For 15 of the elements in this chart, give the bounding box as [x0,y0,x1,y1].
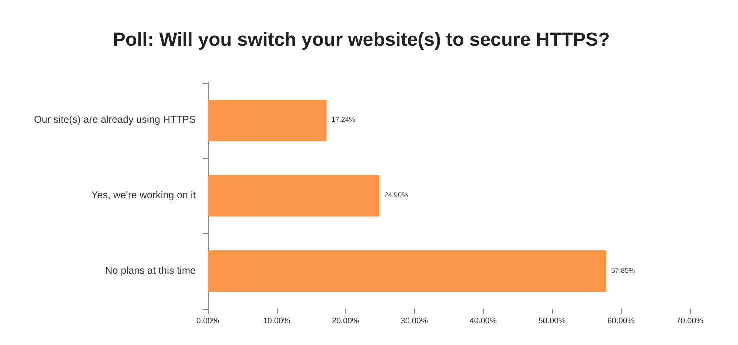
x-tick-label: 30.00% [401,316,428,326]
x-tick-label: 50.00% [538,316,566,326]
x-tick-label: 40.00% [470,316,497,326]
y-tick-label: No plans at this time [105,266,196,277]
bar [208,175,380,217]
y-tick-label: Yes, we're working on it [92,190,196,202]
y-tick-label: Our site(s) are already using HTTPS [34,115,196,126]
chart-title: Poll: Will you switch your website(s) to secure HTTPS? [113,30,610,51]
x-tick-label: 60.00% [608,316,635,326]
bar [208,100,327,142]
x-tick-label: 20.00% [332,316,360,326]
bar [208,250,606,292]
x-tick-label: 70.00% [676,316,704,326]
x-tick-label: 10.00% [263,316,290,326]
x-tick-label: 0.00% [196,316,220,326]
